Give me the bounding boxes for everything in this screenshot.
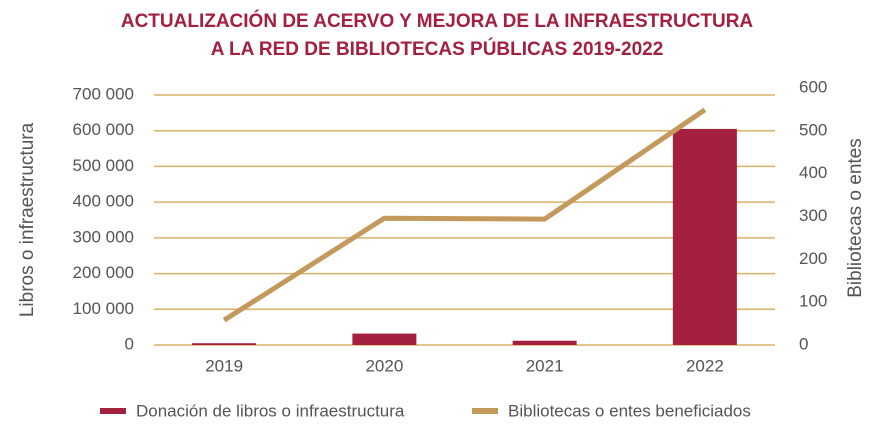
bar — [192, 343, 257, 345]
y-tick-label: 700 000 — [73, 84, 134, 103]
y2-axis-label: Bibliotecas o entes — [845, 138, 866, 298]
y2-tick-label: 500 — [799, 120, 827, 139]
line — [222, 107, 707, 323]
y-tick-label: 500 000 — [73, 156, 134, 175]
y-axis-label: Libros o infraestructura — [17, 122, 38, 317]
y2-tick-label: 0 — [799, 334, 808, 353]
y-tick-label: 200 000 — [73, 263, 134, 282]
y2-tick-label: 300 — [799, 206, 827, 225]
x-tick-label: 2021 — [526, 356, 564, 375]
x-tick-label: 2019 — [205, 356, 243, 375]
y-tick-label: 0 — [125, 334, 134, 353]
bar — [512, 340, 577, 345]
chart-title: ACTUALIZACIÓN DE ACERVO Y MEJORA DE LA I… — [121, 10, 754, 32]
y2-tick-label: 100 — [799, 292, 827, 311]
chart-subtitle: A LA RED DE BIBLIOTECAS PÚBLICAS 2019-20… — [211, 38, 664, 60]
x-tick-label: 2020 — [365, 356, 403, 375]
y-tick-label: 400 000 — [73, 192, 134, 211]
y2-tick-label: 400 — [799, 163, 827, 182]
legend-swatch — [472, 408, 498, 414]
y-tick-label: 300 000 — [73, 227, 134, 246]
legend-swatch — [100, 408, 126, 414]
y2-tick-label: 600 — [799, 77, 827, 96]
y2-tick-label: 200 — [799, 249, 827, 268]
legend-label: Donación de libros o infraestructura — [136, 401, 405, 420]
y-tick-label: 600 000 — [73, 120, 134, 139]
bar — [672, 128, 737, 345]
x-tick-label: 2022 — [686, 356, 724, 375]
y-tick-label: 100 000 — [73, 299, 134, 318]
legend-label: Bibliotecas o entes beneficiados — [508, 401, 751, 420]
bar — [352, 333, 417, 345]
